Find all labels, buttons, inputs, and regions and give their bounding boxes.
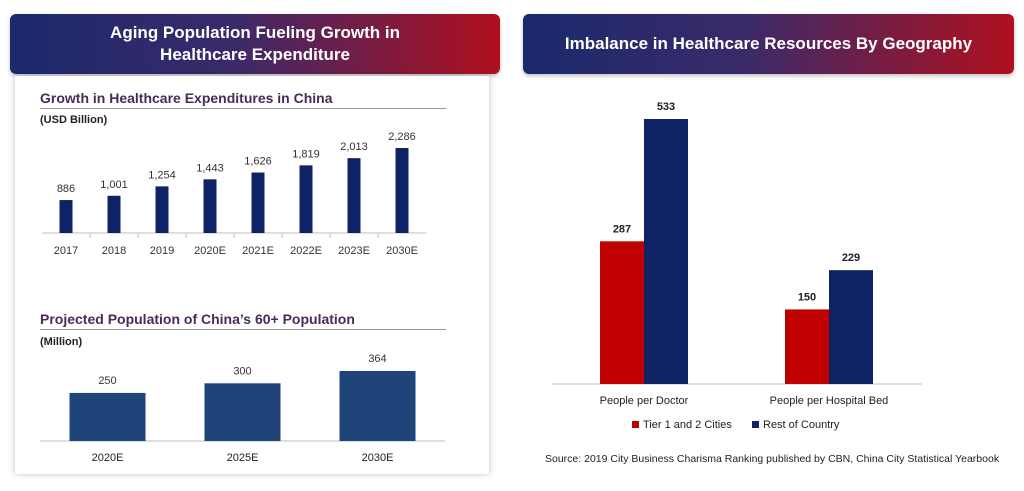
geography-category-label: People per Hospital Bed (770, 395, 889, 407)
expenditure-chart-title: Growth in Healthcare Expenditures in Chi… (40, 90, 333, 106)
expenditure-bar (203, 179, 217, 233)
expenditure-tick-label: 2022E (290, 245, 322, 257)
geography-value-label: 533 (657, 101, 675, 113)
expenditure-tick-label: 2017 (54, 245, 78, 257)
expenditure-bar (59, 200, 73, 233)
population-bar (69, 392, 146, 441)
expenditure-title-rule (40, 108, 446, 109)
expenditure-bar (107, 195, 121, 233)
population-chart-title: Projected Population of China’s 60+ Popu… (40, 311, 355, 327)
expenditure-value-label: 1,001 (100, 179, 128, 191)
population-title-rule (40, 329, 446, 330)
expenditure-tick-label: 2023E (338, 245, 370, 257)
expenditure-value-label: 1,254 (148, 169, 176, 181)
population-tick-label: 2020E (92, 452, 124, 464)
tier12-bar (600, 241, 644, 384)
expenditure-unit: (USD Billion) (40, 114, 108, 126)
population-bar (204, 383, 281, 441)
expenditure-tick-label: 2020E (194, 245, 226, 257)
right-banner: Imbalance in Healthcare Resources By Geo… (523, 14, 1014, 74)
right-banner-title: Imbalance in Healthcare Resources By Geo… (564, 34, 973, 53)
expenditure-bar (251, 172, 265, 233)
legend-label-rest: Rest of Country (763, 419, 840, 431)
geography-value-label: 229 (842, 252, 860, 264)
expenditure-tick-label: 2019 (150, 245, 174, 257)
left-banner-line1: Aging Population Fueling Growth in (110, 23, 400, 42)
population-value-label: 250 (98, 375, 116, 387)
population-tick-label: 2030E (362, 452, 394, 464)
source-note: Source: 2019 City Business Charisma Rank… (545, 453, 1000, 465)
expenditure-bar (155, 186, 169, 233)
legend-label-tier12: Tier 1 and 2 Cities (643, 419, 732, 431)
expenditure-bar (347, 158, 361, 233)
population-tick-label: 2025E (227, 452, 259, 464)
expenditure-value-label: 1,819 (292, 148, 320, 160)
expenditure-value-label: 886 (57, 183, 75, 195)
expenditure-value-label: 2,286 (388, 131, 416, 143)
legend-swatch-tier12 (632, 421, 639, 428)
expenditure-value-label: 1,626 (244, 156, 272, 168)
left-banner-line2: Healthcare Expenditure (160, 45, 350, 64)
geography-value-label: 150 (798, 291, 816, 303)
rest-of-country-bar (829, 270, 873, 384)
legend-swatch-rest (752, 421, 759, 428)
geography-value-label: 287 (613, 223, 631, 235)
expenditure-tick-label: 2030E (386, 245, 418, 257)
population-unit: (Million) (40, 336, 83, 348)
expenditure-tick-label: 2018 (102, 245, 126, 257)
tier12-bar (785, 309, 829, 384)
left-banner: Aging Population Fueling Growth in Healt… (10, 14, 500, 74)
geography-category-label: People per Doctor (600, 395, 689, 407)
population-value-label: 364 (368, 353, 386, 365)
expenditure-value-label: 2,013 (340, 141, 368, 153)
expenditure-bar (299, 165, 313, 233)
population-bar (339, 371, 416, 441)
expenditure-value-label: 1,443 (196, 162, 224, 174)
population-value-label: 300 (233, 365, 251, 377)
rest-of-country-bar (644, 119, 688, 384)
expenditure-tick-label: 2021E (242, 245, 274, 257)
expenditure-bar (395, 148, 409, 233)
